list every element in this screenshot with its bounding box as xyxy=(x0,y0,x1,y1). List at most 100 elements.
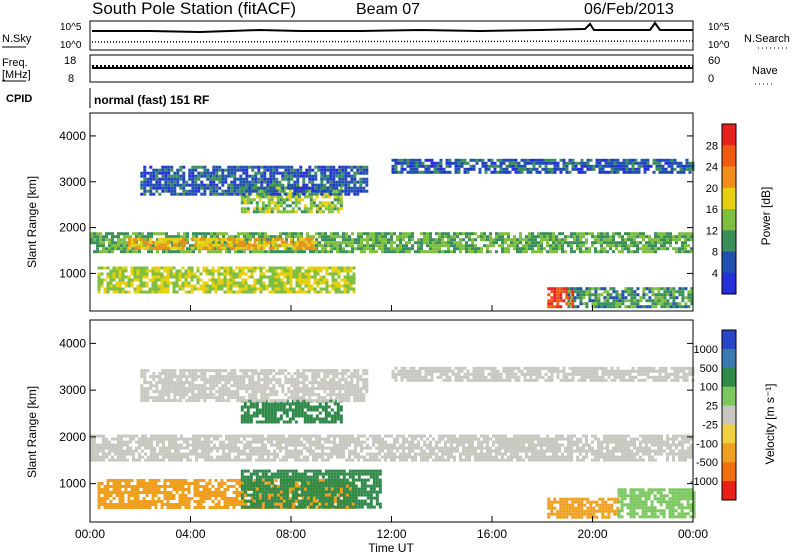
data-cell xyxy=(645,293,649,297)
data-cell xyxy=(346,284,350,288)
data-cell xyxy=(637,167,641,171)
data-cell xyxy=(114,241,117,245)
data-cell xyxy=(444,443,447,447)
data-cell xyxy=(444,446,447,450)
data-cell xyxy=(99,455,102,459)
data-cell xyxy=(411,458,414,462)
data-cell xyxy=(615,449,618,453)
data-cell xyxy=(390,443,393,447)
data-cell xyxy=(243,434,246,438)
data-cell xyxy=(306,195,310,199)
data-cell xyxy=(340,290,344,294)
data-cell xyxy=(645,446,648,450)
data-cell xyxy=(252,434,255,438)
data-cell xyxy=(651,247,654,251)
data-cell xyxy=(598,167,602,171)
data-cell xyxy=(273,201,277,205)
data-cell xyxy=(263,168,267,172)
data-cell xyxy=(453,241,456,245)
data-cell xyxy=(133,269,137,273)
data-cell xyxy=(345,235,348,239)
data-cell xyxy=(336,198,340,202)
data-cell xyxy=(344,174,348,178)
data-cell xyxy=(351,434,354,438)
data-cell xyxy=(606,437,609,441)
data-cell xyxy=(123,247,126,251)
data-cell xyxy=(175,246,179,250)
data-cell xyxy=(669,452,672,456)
data-cell xyxy=(498,440,501,444)
data-cell xyxy=(504,250,507,254)
data-cell xyxy=(154,275,158,279)
data-cell xyxy=(399,452,402,456)
data-cell xyxy=(265,243,269,247)
data-cell xyxy=(230,171,234,175)
data-cell xyxy=(439,167,443,171)
data-cell xyxy=(391,170,395,174)
data-cell xyxy=(537,247,540,251)
data-cell xyxy=(296,183,300,187)
data-cell xyxy=(616,161,620,165)
data-cell xyxy=(397,158,401,162)
data-cell xyxy=(658,170,662,174)
data-cell xyxy=(543,232,546,236)
data-cell xyxy=(207,232,210,236)
data-cell xyxy=(465,241,468,245)
data-cell xyxy=(311,168,315,172)
data-cell xyxy=(573,287,577,291)
data-cell xyxy=(504,232,507,236)
data-cell xyxy=(144,452,147,456)
data-cell xyxy=(245,177,249,181)
data-cell xyxy=(245,183,249,187)
data-cell xyxy=(96,452,99,456)
data-cell xyxy=(150,440,153,444)
data-cell xyxy=(307,269,311,273)
data-cell xyxy=(600,238,603,242)
data-cell xyxy=(450,250,453,254)
data-cell xyxy=(579,437,582,441)
data-cell xyxy=(181,240,185,244)
data-cell xyxy=(187,266,191,270)
data-cell xyxy=(124,503,128,506)
data-cell xyxy=(133,503,137,506)
data-cell xyxy=(191,183,195,187)
data-cell xyxy=(228,455,231,459)
data-cell xyxy=(266,186,270,190)
data-cell xyxy=(359,177,363,181)
data-cell xyxy=(402,235,405,239)
data-cell xyxy=(211,237,215,241)
data-cell xyxy=(127,482,131,485)
data-cell xyxy=(170,183,174,187)
data-cell xyxy=(102,452,105,456)
data-cell xyxy=(409,167,413,171)
data-cell xyxy=(310,237,314,241)
data-cell xyxy=(182,186,186,190)
data-cell xyxy=(654,440,657,444)
data-cell xyxy=(640,164,644,168)
data-cell xyxy=(171,443,174,447)
data-cell xyxy=(320,168,324,172)
data-cell xyxy=(97,284,101,288)
colorbar-segment xyxy=(722,145,736,167)
data-cell xyxy=(347,174,351,178)
data-cell xyxy=(684,247,687,251)
data-cell xyxy=(218,192,222,196)
data-cell xyxy=(123,232,126,236)
data-cell xyxy=(672,290,676,294)
data-cell xyxy=(286,266,290,270)
data-cell xyxy=(186,250,189,254)
data-cell xyxy=(483,437,486,441)
data-cell xyxy=(522,458,525,462)
data-cell xyxy=(279,201,283,205)
data-cell xyxy=(444,235,447,239)
data-cell xyxy=(531,247,534,251)
data-cell xyxy=(333,449,336,453)
data-cell xyxy=(327,455,330,459)
data-cell xyxy=(504,241,507,245)
data-cell xyxy=(120,250,123,254)
data-cell xyxy=(337,275,341,279)
data-cell xyxy=(276,207,280,211)
data-cell xyxy=(606,443,609,447)
data-cell xyxy=(97,287,101,291)
data-cell xyxy=(558,434,561,438)
